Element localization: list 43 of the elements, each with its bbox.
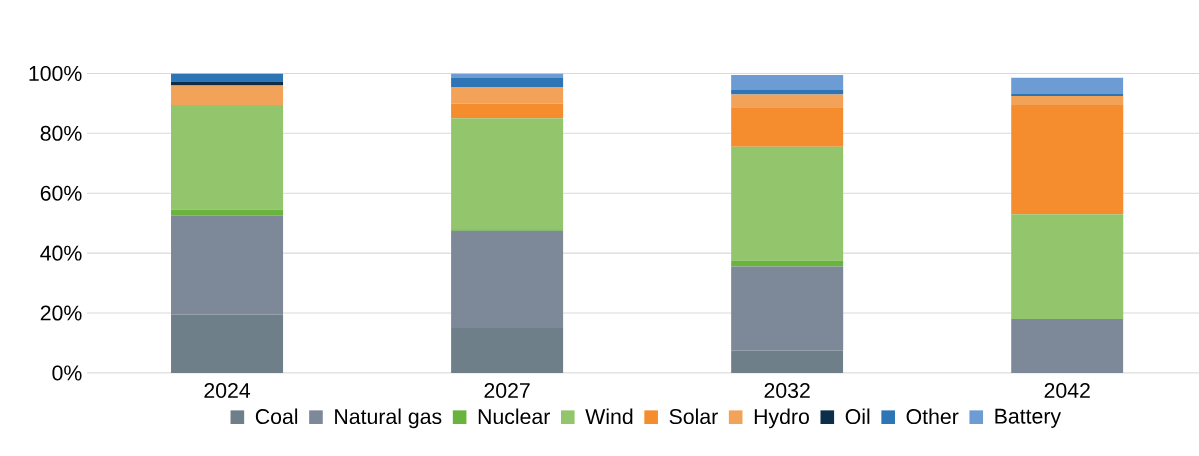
bar <box>731 350 844 373</box>
bar <box>731 107 844 147</box>
legend-label: Natural gas <box>335 408 442 429</box>
bar <box>451 327 564 373</box>
legend-label: Other <box>906 408 959 425</box>
y-tick-label: 20% <box>40 305 82 321</box>
bar <box>1011 104 1124 215</box>
bar <box>451 86 564 104</box>
x-tick-label: 2024 <box>204 382 251 398</box>
legend-label: Wind <box>585 408 633 425</box>
y-tick-label: 60% <box>40 185 82 201</box>
legend-label: Hydro <box>754 408 809 429</box>
bar <box>1011 214 1124 319</box>
bar <box>171 73 284 82</box>
bar <box>731 260 844 267</box>
bar <box>731 74 844 90</box>
bar <box>451 230 564 328</box>
y-tick-label: 0% <box>52 365 82 381</box>
bar <box>171 314 284 373</box>
bar <box>171 104 284 210</box>
legend-label: Nuclear <box>478 408 550 425</box>
bar <box>731 266 844 351</box>
bar <box>451 103 564 119</box>
bar <box>171 215 284 315</box>
legend-label: Battery <box>995 408 1062 428</box>
bar <box>731 94 844 108</box>
bar <box>171 209 284 216</box>
x-tick-label: 2032 <box>764 382 810 398</box>
legend-label: Coal <box>255 408 298 425</box>
bar <box>1011 95 1124 105</box>
bar <box>1011 77 1124 95</box>
bar <box>451 118 564 230</box>
y-tick-label: 80% <box>40 125 82 141</box>
bar <box>1011 318 1124 373</box>
bar <box>731 146 844 261</box>
x-tick-label: 2042 <box>1044 382 1090 398</box>
legend-label: Solar <box>669 408 718 425</box>
legend-label: Oil <box>845 408 870 425</box>
x-tick-label: 2027 <box>484 382 530 398</box>
bar <box>171 85 284 105</box>
y-tick-label: 100% <box>29 65 82 81</box>
y-tick-label: 40% <box>40 245 82 261</box>
bar <box>451 77 564 87</box>
